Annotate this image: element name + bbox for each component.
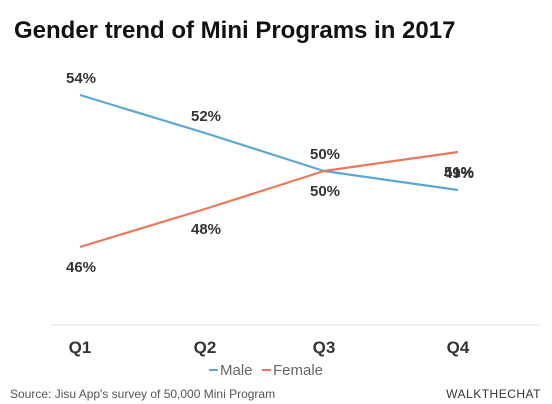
brand-logo-text: WALKTHECHAT <box>446 387 541 401</box>
legend-label-male: Male <box>220 362 253 379</box>
data-label-male-q1: 54% <box>66 70 96 87</box>
data-label-female-q4: 51% <box>444 164 474 181</box>
data-label-male-q2: 52% <box>191 108 221 125</box>
source-note: Source: Jisu App's survey of 50,000 Mini… <box>10 387 275 401</box>
legend: Male Female <box>209 362 323 379</box>
data-label-layer: 54% 52% 50% 49% 46% 48% 50% 51% <box>66 70 474 276</box>
data-label-female-q2: 48% <box>191 221 221 238</box>
series-line-female <box>79 150 459 249</box>
chart-title: Gender trend of Mini Programs in 2017 <box>14 17 455 44</box>
x-tick-layer: Q1 Q2 Q3 Q4 <box>69 338 470 357</box>
data-label-female-q3: 50% <box>310 183 340 200</box>
series-layer <box>79 93 459 249</box>
series-line-male <box>79 93 459 192</box>
data-label-male-q3: 50% <box>310 146 340 163</box>
data-label-female-q1: 46% <box>66 259 96 276</box>
x-tick-label-q3: Q3 <box>313 338 336 357</box>
legend-label-female: Female <box>273 362 323 379</box>
x-tick-label-q1: Q1 <box>69 338 92 357</box>
x-tick-label-q2: Q2 <box>194 338 217 357</box>
data-label-male-q4: 49% <box>444 165 474 182</box>
x-tick-label-q4: Q4 <box>447 338 470 357</box>
